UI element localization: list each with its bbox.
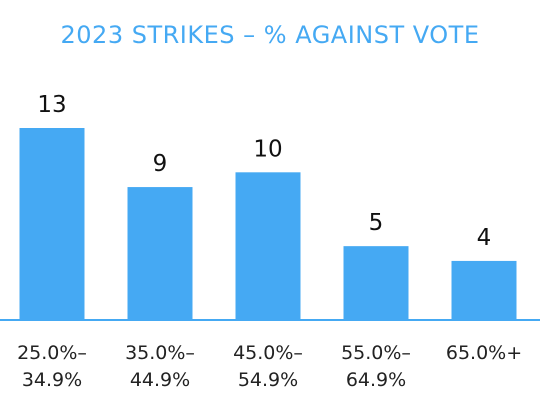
x-tick-label-0-line-1: 34.9%	[22, 369, 82, 391]
x-tick-label-2: 45.0%– 54.9%	[233, 342, 303, 391]
x-tick-label-3: 55.0%– 64.9%	[341, 342, 411, 391]
x-tick-label-0-line-0: 25.0%–	[17, 342, 87, 364]
x-tick-label-4-line-0: 65.0%+	[446, 342, 522, 364]
x-tick-label-3-line-0: 55.0%–	[341, 342, 411, 364]
x-tick-label-1: 35.0%– 44.9%	[125, 342, 195, 391]
x-tick-labels-group: 25.0%– 34.9% 35.0%– 44.9% 45.0%– 54.9% 55.0%– 6…	[17, 342, 522, 391]
x-tick-label-1-line-0: 35.0%–	[125, 342, 195, 364]
data-label-2: 10	[253, 136, 282, 162]
x-tick-label-2-line-0: 45.0%–	[233, 342, 303, 364]
x-tick-label-4: 65.0%+	[446, 342, 522, 364]
bar-3	[343, 246, 409, 320]
bar-1	[127, 187, 193, 320]
data-labels-group: 13 9 10 5 4	[37, 92, 491, 251]
x-tick-label-2-line-1: 54.9%	[238, 369, 298, 391]
data-label-1: 9	[153, 151, 168, 177]
data-label-0: 13	[37, 92, 66, 118]
bar-2	[235, 172, 301, 320]
x-tick-label-1-line-1: 44.9%	[130, 369, 190, 391]
bars-group	[19, 128, 517, 320]
bar-0	[19, 128, 85, 320]
x-tick-label-3-line-1: 64.9%	[346, 369, 406, 391]
bar-4	[451, 260, 517, 320]
chart-title: 2023 STRIKES – % AGAINST VOTE	[61, 21, 480, 49]
x-tick-label-0: 25.0%– 34.9%	[17, 342, 87, 391]
data-label-3: 5	[369, 210, 384, 236]
data-label-4: 4	[477, 225, 492, 251]
